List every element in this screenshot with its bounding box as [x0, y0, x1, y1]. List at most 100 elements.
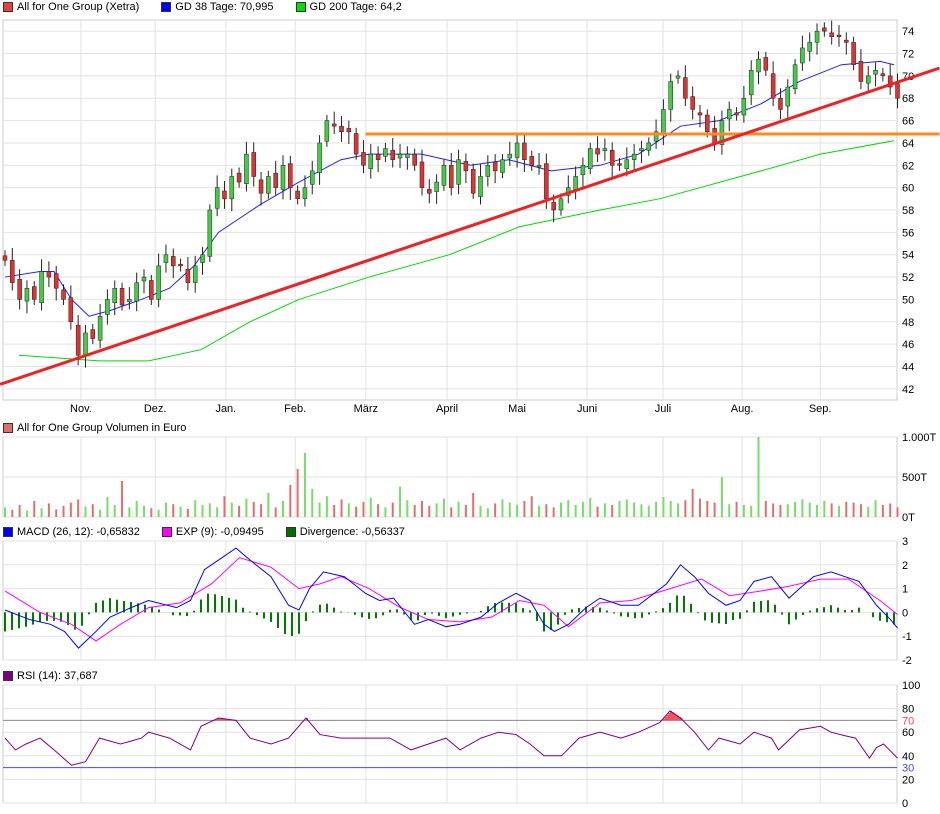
divergence-bar — [515, 603, 517, 613]
divergence-bar — [543, 612, 545, 632]
divergence-bar — [872, 612, 874, 618]
candle-body — [24, 287, 30, 302]
divergence-bar — [753, 601, 755, 613]
divergence-bar — [284, 612, 286, 635]
candle-body — [887, 75, 893, 88]
rsi-overbought-fill — [215, 719, 218, 721]
divergence-bar — [445, 612, 447, 619]
divergence-bar — [60, 612, 62, 622]
divergence-bar — [725, 612, 727, 625]
volume-bar — [91, 504, 94, 517]
volume-bar — [706, 501, 709, 517]
candle-body — [595, 148, 600, 155]
candle-body — [778, 97, 783, 110]
volume-bar — [845, 501, 848, 517]
volume-bar — [179, 506, 182, 517]
candle-body — [668, 81, 673, 110]
volume-bar — [296, 469, 299, 517]
divergence-bar — [431, 612, 433, 614]
divergence-bar — [193, 610, 195, 613]
candle-body — [61, 289, 66, 300]
legend-item-macd: MACD (26, 12): -0,65832 — [3, 526, 140, 538]
macd-axis-label: -1 — [902, 631, 912, 643]
divergence-bar — [648, 612, 650, 615]
candle-body — [624, 159, 630, 169]
volume-bar — [523, 501, 526, 517]
candle-body — [383, 148, 388, 157]
rsi-axis-label: 20 — [902, 774, 914, 786]
candle-body — [558, 198, 564, 211]
volume-bar — [172, 504, 175, 517]
divergence-bar — [613, 612, 615, 614]
price-axis-label: 60 — [902, 183, 914, 195]
legend-item-gd38: GD 38 Tage: 70,995 — [161, 1, 274, 13]
candle-body — [851, 42, 856, 65]
divergence-bar — [781, 612, 783, 615]
volume-bar — [874, 500, 877, 517]
candle-body — [149, 280, 154, 300]
divergence-bar — [200, 599, 202, 613]
divergence-bar — [760, 600, 762, 613]
volume-bar — [142, 505, 145, 517]
divergence-bar — [893, 612, 895, 625]
candle-body — [734, 112, 739, 116]
divergence-bar — [46, 612, 48, 621]
candle-body — [419, 161, 425, 188]
legend-swatch — [3, 671, 13, 681]
legend-swatch — [161, 527, 172, 537]
divergence-bar — [298, 612, 300, 634]
month-label: Feb. — [284, 403, 306, 415]
candle-body — [339, 125, 344, 133]
candle-body — [829, 32, 834, 38]
candle-body — [288, 163, 293, 188]
legend-volume: All for One Group Volumen in Euro — [3, 422, 186, 434]
candle-body — [470, 168, 476, 194]
divergence-bar — [767, 600, 769, 613]
rsi-overbought-fill — [682, 719, 685, 721]
candle-body — [375, 153, 381, 160]
legend-swatch — [3, 527, 13, 537]
legend-rsi: RSI (14): 37,687 — [3, 670, 98, 682]
volume-bar — [194, 500, 197, 517]
divergence-bar — [585, 606, 587, 613]
volume-bar — [508, 502, 511, 517]
divergence-bar — [25, 612, 27, 627]
volume-bar — [735, 501, 738, 517]
volume-bar — [479, 505, 482, 517]
divergence-bar — [697, 612, 699, 614]
volume-bar — [647, 505, 650, 517]
price-axis-label: 56 — [902, 227, 914, 239]
legend-label: MACD (26, 12): -0,65832 — [17, 526, 140, 538]
divergence-bar — [207, 593, 209, 613]
price-axis-label: 74 — [902, 26, 914, 38]
candle-body — [171, 256, 176, 267]
divergence-bar — [746, 610, 748, 613]
price-axis-label: 68 — [902, 93, 914, 105]
candle-body — [361, 152, 366, 166]
volume-bar — [552, 507, 555, 517]
divergence-bar — [305, 612, 307, 622]
divergence-bar — [291, 612, 293, 637]
volume-bar — [99, 509, 102, 517]
divergence-bar — [641, 612, 643, 618]
price-axis-label: 62 — [902, 160, 914, 172]
volume-bar — [267, 493, 270, 517]
price-axis-label: 72 — [902, 49, 914, 61]
candle-body — [705, 114, 710, 133]
volume-bar — [677, 503, 680, 517]
candle-body — [200, 254, 205, 263]
candle-body — [163, 254, 169, 263]
candle-body — [573, 176, 578, 190]
volume-bar — [889, 503, 892, 517]
divergence-bar — [326, 603, 328, 613]
divergence-bar — [788, 612, 790, 625]
volume-bar — [633, 502, 636, 517]
candle-body — [609, 149, 615, 166]
volume-bar — [113, 505, 116, 517]
candle-body — [222, 190, 227, 200]
volume-bar — [559, 502, 562, 517]
volume-bar — [164, 502, 167, 517]
month-label: Dez. — [144, 403, 167, 415]
divergence-bar — [32, 612, 34, 625]
candle-body — [331, 123, 337, 127]
